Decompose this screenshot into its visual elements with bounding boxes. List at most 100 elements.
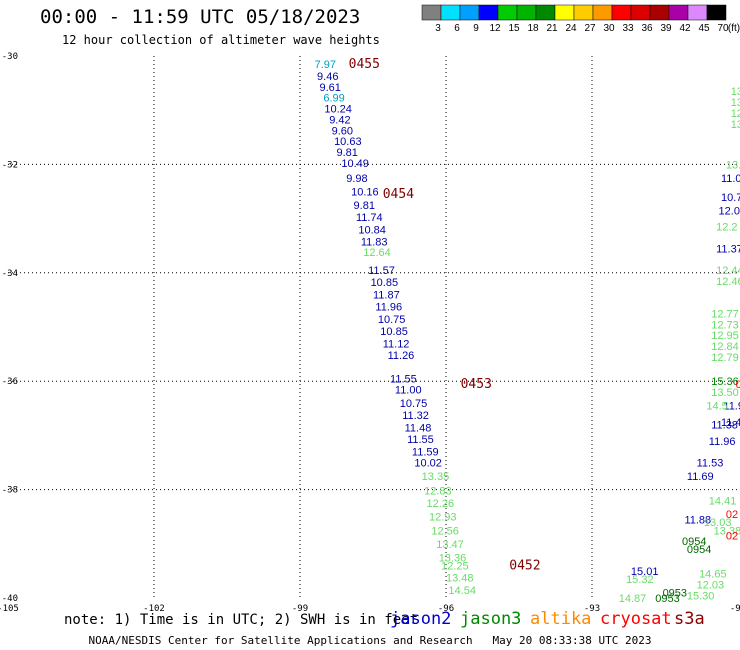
lon-tick-label: -105: [0, 604, 19, 614]
pass-time-label: 0453: [461, 377, 492, 392]
legend-swatch: [611, 4, 632, 21]
legend-value: 18: [527, 23, 539, 34]
wave-height-value: 9.81: [354, 200, 375, 212]
legend-value: 21: [546, 23, 558, 34]
lat-tick-label: -30: [2, 52, 18, 62]
legend-swatch: [706, 4, 727, 21]
wave-height-value-east: 0954: [682, 536, 706, 548]
legend-value: 3: [435, 23, 441, 34]
wave-height-value-east: 14.41: [709, 495, 737, 507]
wave-height-value: 11.48: [405, 422, 432, 434]
wave-height-value: 12.93: [429, 512, 457, 524]
legend-value: 45: [698, 23, 710, 34]
note-text: note: 1) Time is in UTC; 2) SWH is in fe…: [64, 612, 419, 628]
wave-height-value-east: 0954: [687, 544, 711, 556]
wave-height-value: 11.12: [383, 338, 410, 350]
wave-height-value: 10.02: [414, 458, 442, 470]
lon-tick-label: -96: [438, 604, 454, 614]
legend-swatch: [687, 4, 708, 21]
page-title: 00:00 - 11:59 UTC 05/18/2023: [40, 6, 361, 28]
wave-height-value-east: 14.5: [706, 401, 727, 413]
wave-height-value: 10.75: [400, 398, 428, 410]
wave-height-value: 11.00: [395, 384, 422, 396]
wave-height-value-east: 12.46: [716, 276, 740, 288]
wave-height-value: 10.84: [358, 224, 386, 236]
wave-height-value: 11.96: [375, 301, 402, 313]
wave-height-value: 9.98: [346, 173, 367, 185]
wave-height-value: 7.97: [315, 59, 336, 71]
wave-height-value-east: 13: [731, 119, 740, 131]
wave-height-value-east: 13: [731, 97, 740, 109]
wave-height-value-east: 12.77: [711, 308, 739, 320]
legend-altika: altika: [530, 609, 592, 629]
lat-tick-label: -40: [2, 594, 18, 604]
wave-height-value-east: 15.32: [626, 574, 654, 586]
lat-tick-label: -38: [2, 486, 18, 496]
legend-swatch: [668, 4, 689, 21]
lon-tick-label: -93: [584, 604, 600, 614]
legend-value: 30: [603, 23, 615, 34]
wave-height-value: 9.60: [332, 125, 353, 137]
pass-time-label: 0455: [349, 57, 380, 72]
wave-height-value-east: 11.9: [723, 401, 740, 413]
wave-height-value-east: 13.03: [704, 517, 732, 529]
legend-swatch: [421, 4, 442, 21]
wave-height-value: 13.47: [436, 539, 464, 551]
legend-value: 9: [473, 23, 479, 34]
pass-time-label: 0454: [383, 187, 414, 202]
wave-height-value-east: 13: [731, 86, 740, 98]
wave-height-value-east: 12.03: [697, 579, 725, 591]
legend-value: 33: [622, 23, 634, 34]
legend-value: 36: [641, 23, 653, 34]
wave-height-value: 12.83: [424, 486, 452, 498]
wave-height-value: 11.59: [412, 447, 439, 459]
wave-height-value-east: 11.96: [709, 436, 736, 448]
wave-height-value: 9.61: [319, 82, 340, 94]
legend-value: 15: [508, 23, 520, 34]
wave-height-value: 10.24: [324, 104, 352, 116]
wave-height-value-east: 13.: [726, 159, 740, 171]
legend-cryosat: cryosat: [600, 609, 672, 629]
wave-height-value: 9.42: [329, 114, 350, 126]
wave-height-value-east: 11.69: [687, 471, 714, 483]
wave-height-value: 12.56: [431, 525, 459, 537]
wave-height-value: 10.75: [378, 314, 406, 326]
wave-height-value: 10.49: [341, 158, 369, 170]
wave-height-value-east: 11.37: [716, 243, 740, 255]
wave-height-value: 11.74: [356, 212, 383, 224]
wave-height-value: 11.26: [388, 350, 415, 362]
wave-height-value: 13.36: [439, 552, 467, 564]
wave-height-value-east: 12.84: [711, 341, 739, 353]
legend-swatch: [478, 4, 499, 21]
wave-height-value: 9.46: [317, 71, 338, 83]
legend-jason3: jason3: [460, 609, 522, 629]
wave-height-value: 11.32: [402, 410, 429, 422]
wave-height-value-east: 13.38: [714, 525, 740, 537]
wave-height-value: 12.25: [441, 560, 469, 572]
legend-value: 12: [489, 23, 501, 34]
legend-swatch: [440, 4, 461, 21]
wave-height-value-east: 15.30: [687, 590, 715, 602]
wave-height-value: 14.54: [448, 585, 476, 597]
wave-height-value-east: 0953: [663, 588, 687, 600]
wave-height-value: 10.85: [371, 277, 399, 289]
wave-height-value-east: 12.2: [716, 222, 737, 234]
wave-height-value-east: 12: [731, 108, 740, 120]
wave-height-value-east: 12.73: [711, 319, 739, 331]
wave-height-value: 11.55: [407, 434, 434, 446]
legend-swatch: [497, 4, 518, 21]
legend-swatch: [573, 4, 594, 21]
legend-swatch: [554, 4, 575, 21]
wave-height-value-east: 12.79: [711, 352, 739, 364]
wave-height-value-east: 12.44: [716, 265, 740, 277]
wave-height-value-east: 11.44: [721, 417, 740, 429]
pass-time-label: 0452: [509, 558, 540, 573]
lat-tick-label: -34: [2, 269, 18, 279]
wave-height-value-east: 11.53: [697, 458, 724, 470]
legend-swatch: [592, 4, 613, 21]
legend-unit: (ft): [728, 23, 740, 34]
lat-tick-label: -36: [2, 377, 18, 387]
wave-height-value-east: 0: [736, 379, 740, 391]
wave-height-value: 13.35: [422, 471, 450, 483]
